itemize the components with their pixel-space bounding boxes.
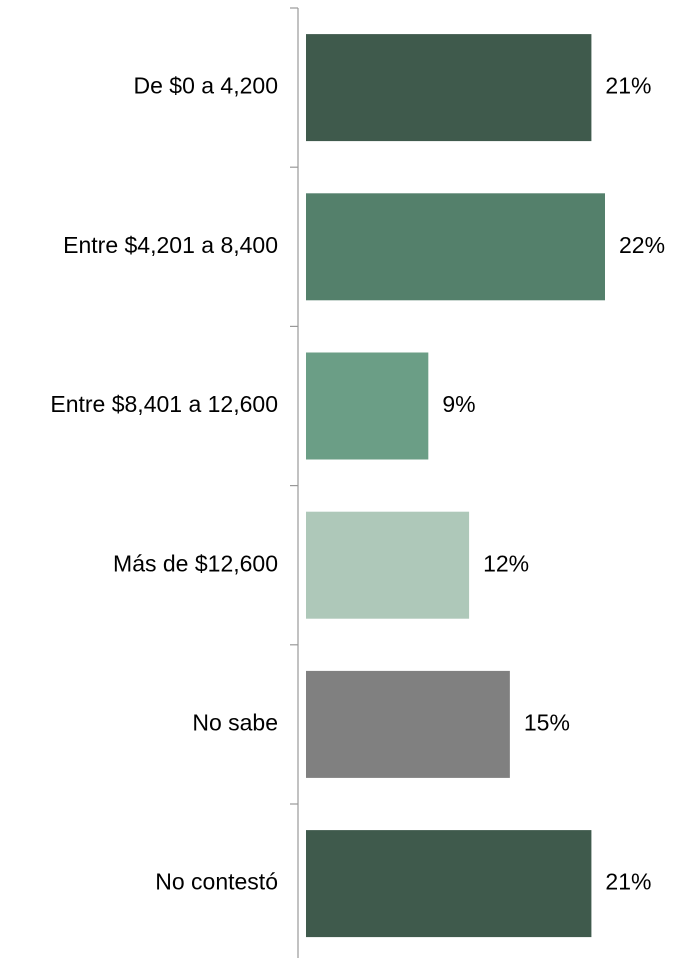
value-label: 12% xyxy=(483,550,529,576)
category-label: Entre $4,201 a 8,400 xyxy=(63,232,278,258)
category-label: Más de $12,600 xyxy=(113,550,278,576)
category-label: Entre $8,401 a 12,600 xyxy=(50,391,278,417)
value-label: 9% xyxy=(442,391,475,417)
bar xyxy=(306,193,605,301)
value-label: 15% xyxy=(524,709,570,735)
bar xyxy=(306,511,470,619)
category-label: No sabe xyxy=(192,709,278,735)
bar xyxy=(306,670,510,778)
bar xyxy=(306,34,592,142)
value-label: 21% xyxy=(605,73,651,99)
category-label: De $0 a 4,200 xyxy=(133,73,278,99)
value-label: 21% xyxy=(605,869,651,895)
value-label: 22% xyxy=(619,232,665,258)
category-label: No contestó xyxy=(155,869,278,895)
bar xyxy=(306,352,429,460)
bar xyxy=(306,830,592,938)
